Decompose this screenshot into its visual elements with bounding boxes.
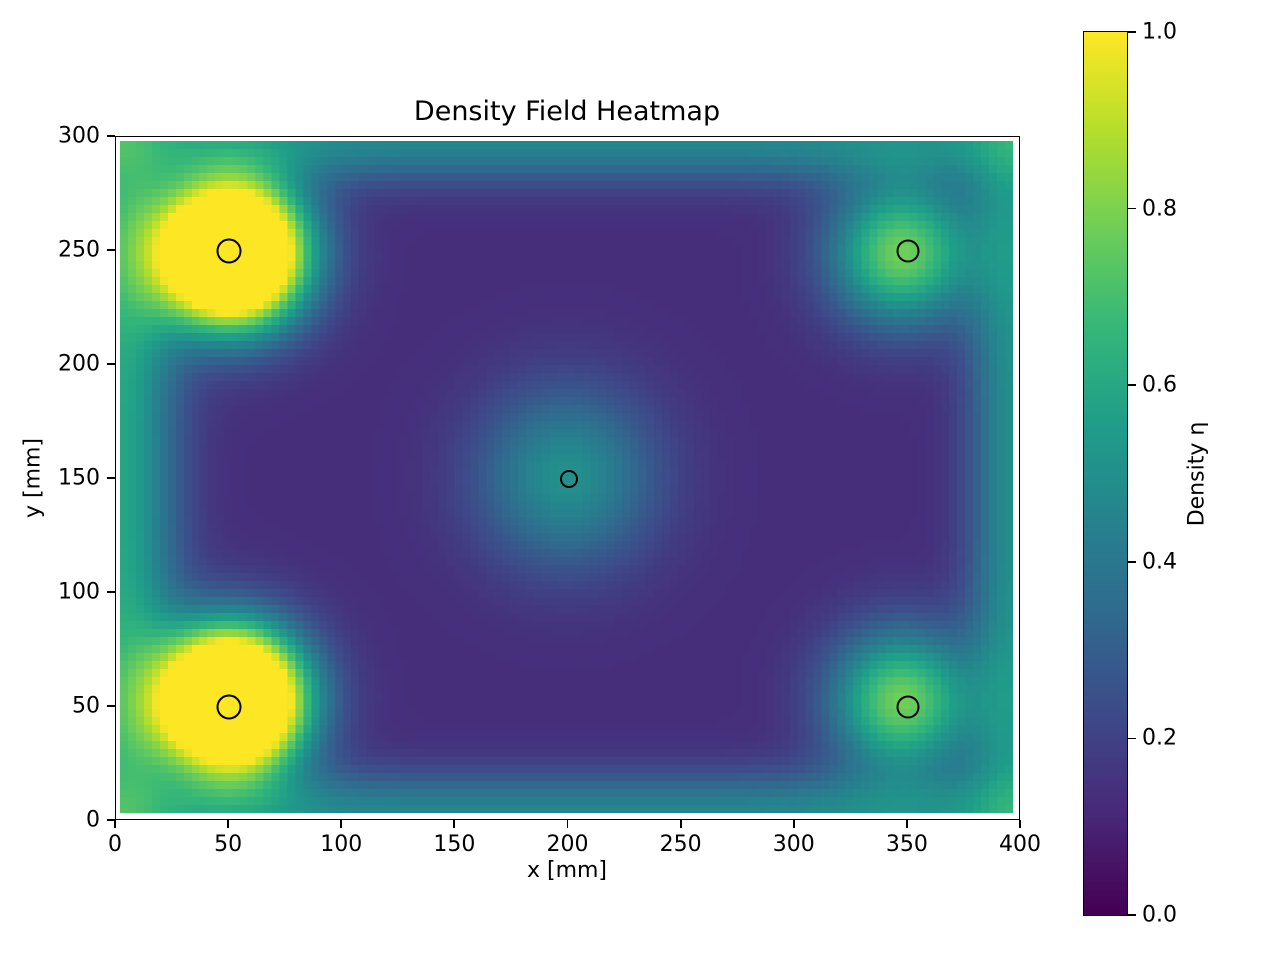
x-tick-mark [792, 820, 795, 828]
colorbar-axis-label: Density η [1184, 421, 1210, 527]
colorbar-tick-label: 0.6 [1142, 372, 1177, 398]
data-point-marker [896, 695, 920, 719]
y-tick-label: 200 [58, 351, 100, 377]
x-tick-label: 150 [433, 832, 476, 857]
data-point-marker [559, 470, 578, 488]
y-tick-label: 250 [58, 237, 100, 263]
x-axis-label: x [mm] [526, 858, 608, 883]
colorbar-tick-mark [1128, 914, 1136, 916]
x-tick-label: 250 [659, 832, 702, 857]
colorbar-canvas [1084, 32, 1127, 915]
y-tick-mark [107, 249, 115, 251]
x-tick-mark [114, 820, 116, 828]
x-tick-label: 400 [999, 832, 1041, 857]
x-tick-mark [905, 820, 908, 828]
data-point-marker [896, 239, 920, 263]
x-tick-mark [1019, 820, 1021, 828]
colorbar-tick-label: 0.8 [1142, 196, 1177, 222]
plot-area [115, 136, 1020, 820]
colorbar-tick-mark [1128, 31, 1136, 33]
y-tick-mark [107, 135, 115, 137]
y-tick-mark [107, 819, 115, 821]
colorbar-tick-label: 0.0 [1142, 902, 1177, 928]
x-tick-label: 200 [546, 832, 589, 857]
y-axis-label: y [mm] [20, 437, 46, 519]
x-tick-label: 350 [885, 832, 928, 857]
colorbar-tick-label: 0.2 [1142, 725, 1177, 751]
colorbar-tick-label: 1.0 [1142, 19, 1177, 45]
y-tick-mark [107, 477, 115, 479]
y-tick-mark [107, 705, 115, 707]
colorbar-tick-label: 0.4 [1142, 549, 1177, 575]
colorbar [1083, 31, 1128, 916]
y-tick-label: 100 [58, 579, 100, 605]
x-tick-mark [566, 820, 569, 828]
x-tick-mark [453, 820, 456, 828]
x-tick-label: 0 [108, 832, 122, 857]
y-tick-label: 50 [72, 693, 100, 719]
colorbar-tick-mark [1128, 207, 1136, 210]
x-tick-mark [227, 820, 230, 828]
y-tick-label: 0 [86, 807, 100, 833]
colorbar-tick-mark [1128, 384, 1136, 387]
x-tick-label: 50 [214, 832, 243, 857]
data-point-marker [216, 238, 242, 264]
data-point-marker [216, 694, 242, 720]
y-tick-mark [107, 363, 115, 365]
colorbar-tick-mark [1128, 737, 1136, 740]
y-tick-label: 300 [58, 123, 100, 149]
x-tick-label: 100 [320, 832, 363, 857]
chart-title: Density Field Heatmap [413, 96, 721, 127]
colorbar-tick-mark [1128, 560, 1136, 563]
x-tick-mark [679, 820, 682, 828]
y-tick-label: 150 [58, 465, 100, 491]
x-tick-mark [340, 820, 343, 828]
x-tick-label: 300 [772, 832, 815, 857]
y-tick-mark [107, 591, 115, 593]
